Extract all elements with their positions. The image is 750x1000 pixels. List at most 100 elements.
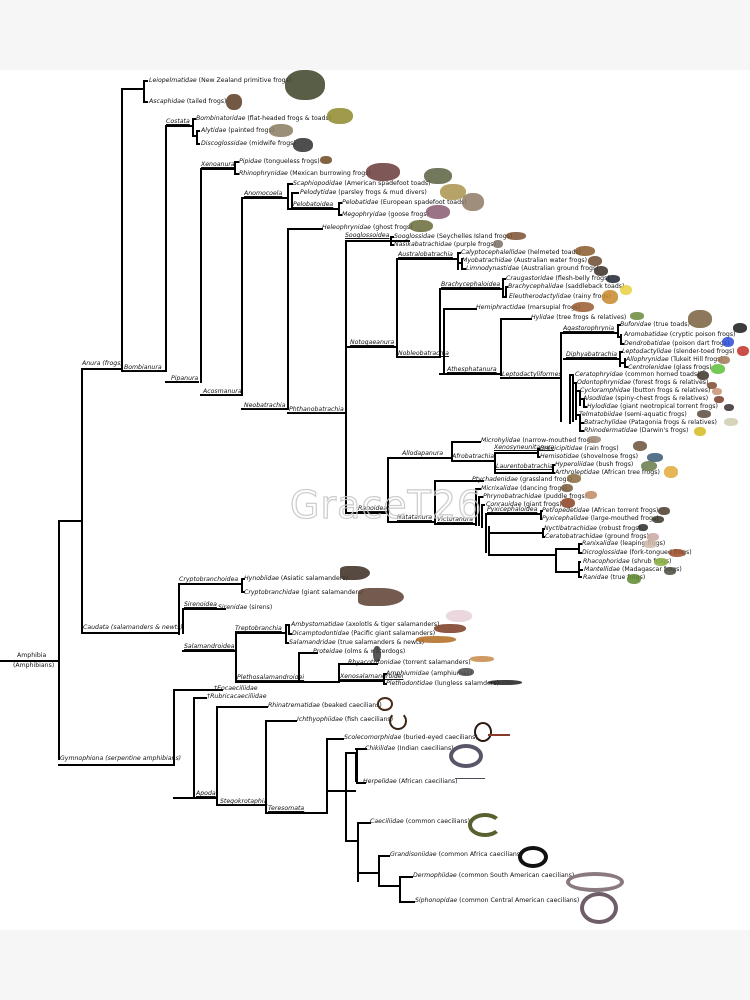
clade-victoranura: Victoranura (437, 516, 474, 523)
clade-costata: Costata (166, 118, 190, 125)
branch (234, 173, 239, 175)
frog-image (638, 524, 648, 531)
branch (287, 228, 323, 230)
branch (555, 548, 557, 573)
branch (143, 80, 145, 102)
branch (488, 532, 543, 534)
clade-brachycephaloidea: Brachycephaloidea (441, 281, 501, 288)
branch (338, 663, 340, 683)
branch (500, 377, 560, 379)
branch (287, 228, 289, 410)
branch (387, 521, 435, 523)
branch (478, 496, 483, 498)
branch (326, 738, 328, 814)
family-label: Scolecomorphidae (buried-eyed caecilians… (344, 734, 478, 741)
frog-image (641, 461, 657, 471)
branch (345, 512, 388, 514)
branch (58, 764, 174, 766)
branch (193, 697, 207, 699)
family-label: Telmatobiidae (semi-aquatic frogs) (579, 411, 687, 418)
branch (234, 161, 236, 175)
branch (619, 351, 621, 367)
frog-image (561, 498, 575, 508)
frog-image (327, 108, 353, 124)
branch (488, 526, 490, 554)
branch (121, 88, 123, 370)
clade-apoda: Apoda (196, 790, 216, 797)
frog-image (694, 427, 706, 436)
frog-image (737, 346, 749, 356)
clade-xenosalamandroidei: Xenosalamandroidei (340, 673, 404, 680)
branch (502, 296, 506, 298)
family-label: Ceratophryidae (common horned toads) (575, 371, 700, 378)
caecilian-image (488, 734, 510, 736)
branch (390, 236, 394, 238)
family-label: Rhacophoridae (shrub frogs) (583, 558, 672, 565)
branch (287, 183, 293, 185)
family-label: Rhyacotritonidae (torrent salamanders) (348, 659, 471, 666)
frog-image (711, 364, 725, 374)
branch (288, 633, 292, 635)
family-label: Siphonopidae (common Central American ca… (415, 897, 580, 904)
branch (579, 398, 583, 400)
clade-sooglossoidea: Sooglossoidea (345, 232, 390, 239)
branch (178, 583, 180, 635)
branch (620, 343, 624, 345)
branch (390, 236, 392, 246)
family-label: Allophrynidae (Tukeit Hill frogs) (626, 356, 723, 363)
clade-sirenoidea: Sirenoidea (184, 601, 217, 608)
branch (502, 278, 506, 280)
family-label: Grandisoniidae (common Africa caecilians… (390, 851, 523, 858)
clade-pipanura: Pipanura (171, 375, 199, 382)
frog-image (664, 466, 678, 478)
branch (569, 374, 571, 424)
family-label: Mantellidae (Madagascar frogs) (584, 566, 682, 573)
family-label: Dermophiidae (common South American caec… (413, 872, 575, 879)
family-label: Hynobiidae (Asiatic salamanders) (244, 575, 348, 582)
root-branch (0, 660, 59, 662)
family-label: Batrachylidae (Patagonia frogs & relativ… (584, 419, 717, 426)
branch (434, 480, 484, 482)
branch (575, 414, 579, 416)
branch (396, 258, 458, 260)
branch (291, 208, 339, 210)
branch (502, 278, 504, 298)
branch (143, 101, 148, 103)
branch (617, 324, 621, 326)
branch (285, 624, 289, 626)
branch (81, 368, 121, 370)
family-label: Amphiumidae (amphiumas) (386, 670, 473, 677)
family-label: Arthroleptidae (African tree frogs) (555, 469, 660, 476)
branch (575, 390, 580, 392)
branch (485, 513, 541, 515)
branch (494, 472, 552, 474)
root-vertical (58, 520, 60, 760)
branch (542, 536, 545, 538)
branch (624, 358, 626, 368)
clade-bombianura: Bombianura (124, 364, 162, 371)
branch (475, 488, 481, 490)
clade-teresomata: Teresomata (268, 805, 305, 812)
branch (488, 554, 556, 556)
branch (537, 456, 540, 458)
root-label: Amphibia (17, 652, 47, 659)
frog-image (722, 337, 734, 347)
family-label: †Rubricacaeciliidae (207, 693, 267, 700)
family-label: Nyctibatrachidae (robust frogs) (544, 525, 641, 532)
branch (580, 569, 583, 571)
branch (192, 135, 197, 137)
family-label: Chikilidae (Indian caecilians) (365, 745, 454, 752)
branch (505, 286, 508, 288)
family-label: Microhylidae (narrow-mouthed frogs) (481, 437, 597, 444)
frog-image (647, 453, 663, 462)
clade-anomocoela: Anomocoela (244, 190, 283, 197)
branch (396, 258, 398, 356)
caecilian-image (455, 778, 485, 779)
branch (182, 608, 184, 634)
frog-image (606, 275, 620, 283)
clade-stegokrotaphia: Stegokrotaphia (220, 798, 268, 805)
branch (572, 374, 574, 422)
branch (383, 673, 385, 685)
branch (494, 452, 538, 454)
branch (540, 510, 542, 520)
